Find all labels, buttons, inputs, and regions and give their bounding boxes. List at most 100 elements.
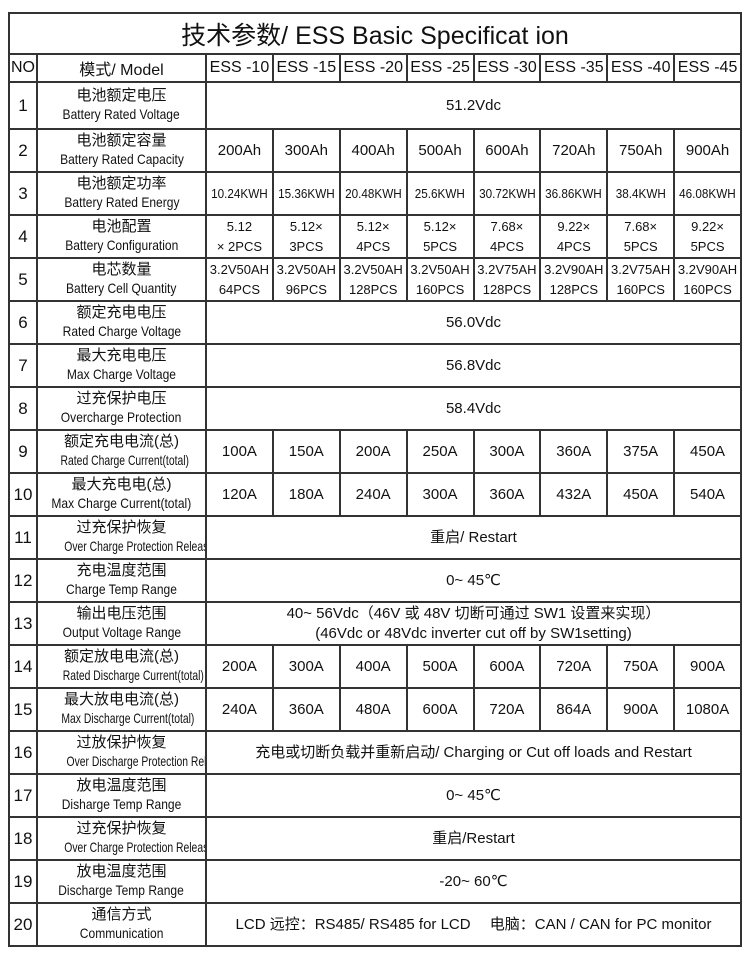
row-number: 1 <box>8 81 38 130</box>
label-chinese: 最大充电电(总) <box>71 476 172 493</box>
row-label: 通信方式 Communication <box>36 902 207 947</box>
cell-ess-35: 360A <box>539 429 609 474</box>
cell-value: 240A <box>355 485 391 503</box>
cell-ess-20: 5.12× 4PCS <box>338 214 408 259</box>
cell-ess-45: 3.2V90AH 160PCS <box>673 257 742 302</box>
cell-ess-30: 360A <box>472 472 542 517</box>
cell-ess-15: 300Ah <box>271 128 341 173</box>
cell-ess-10: 10.24KWH <box>205 171 274 216</box>
row-number: 8 <box>8 386 38 431</box>
spec-table: 技术参数/ ESS Basic Specificat ion NO 模式/ Mo… <box>8 12 742 947</box>
cell-value: 360A <box>489 485 525 503</box>
spanning-value: 51.2Vdc <box>205 81 742 130</box>
label-english: Disharge Temp Range <box>61 796 182 812</box>
cell-ess-20: 20.48KWH <box>338 171 408 216</box>
cell-value: 200Ah <box>217 141 262 159</box>
cell-ess-15: 180A <box>271 472 341 517</box>
cell-value: 375A <box>623 442 659 460</box>
cell-ess-30: 3.2V75AH 128PCS <box>472 257 542 302</box>
cell-ess-10: 120A <box>205 472 274 517</box>
row-label: 额定充电电压 Rated Charge Voltage <box>36 300 207 345</box>
cell-ess-45: 540A <box>673 472 742 517</box>
cell-value: 250A <box>422 442 458 460</box>
label-chinese: 额定充电电流(总) <box>64 433 179 450</box>
cell-value: 100A <box>221 442 257 460</box>
cell-value: 46.08KWH <box>679 185 736 201</box>
cell-value: 1080A <box>685 700 730 718</box>
row-number: 19 <box>8 859 38 904</box>
row-number: 5 <box>8 257 38 302</box>
spanning-value: 0~ 45℃ <box>205 558 742 603</box>
cell-value: 10.24KWH <box>211 185 268 201</box>
row-label: 输出电压范围 Output Voltage Range <box>36 601 207 646</box>
cell-value: 150A <box>288 442 324 460</box>
cell-ess-35: 36.86KWH <box>539 171 609 216</box>
header-model-4: ESS -25 <box>405 53 475 83</box>
cell-value: 450A <box>623 485 659 503</box>
cell-ess-30: 600Ah <box>472 128 542 173</box>
cell-value: 400A <box>355 657 391 675</box>
table-row: 18 过充保护恢复 Over Charge Protection Release 重启… <box>8 816 742 861</box>
label-english: Battery Configuration <box>64 237 179 253</box>
label-chinese: 电池额定容量 <box>76 132 167 149</box>
label-english: Rated Charge Voltage <box>62 323 181 339</box>
label-english: Over Discharge Protection Release <box>66 753 206 769</box>
cell-value: 300A <box>422 485 458 503</box>
row-number: 17 <box>8 773 38 818</box>
cell-ess-10: 200A <box>205 644 274 689</box>
cell-ess-45: 900Ah <box>673 128 742 173</box>
cell-value: 3.2V50AH 64PCS <box>209 261 270 297</box>
cell-ess-35: 720Ah <box>539 128 609 173</box>
cell-value: 900A <box>623 700 659 718</box>
cell-value: 300A <box>489 442 525 460</box>
row-number: 12 <box>8 558 38 603</box>
cell-value: 240A <box>221 700 257 718</box>
cell-ess-15: 5.12× 3PCS <box>271 214 341 259</box>
cell-value: 500A <box>422 657 458 675</box>
label-english: Max Charge Current(total) <box>51 495 192 511</box>
cell-value: 500Ah <box>418 141 462 159</box>
cell-value: 900A <box>690 657 726 675</box>
cell-value: 180A <box>288 485 324 503</box>
header-model-3: ESS -20 <box>338 53 408 83</box>
cell-ess-15: 15.36KWH <box>271 171 341 216</box>
cell-ess-30: 720A <box>472 687 542 732</box>
cell-ess-15: 300A <box>271 644 341 689</box>
row-label: 过充保护电压 Overcharge Protection <box>36 386 207 431</box>
row-number: 6 <box>8 300 38 345</box>
row-label: 电池额定功率 Battery Rated Energy <box>36 171 207 216</box>
label-chinese: 最大放电电流(总) <box>64 691 179 708</box>
cell-ess-15: 3.2V50AH 96PCS <box>271 257 341 302</box>
cell-ess-25: 250A <box>405 429 475 474</box>
cell-ess-20: 200A <box>338 429 408 474</box>
row-label: 过充保护恢复 Over Charge Protection Release <box>36 816 207 861</box>
spanning-value: -20~ 60℃ <box>205 859 742 904</box>
table-row: 5 电芯数量 Battery Cell Quantity 3.2V50AH 64PCS… <box>8 257 742 302</box>
cell-ess-45: 1080A <box>673 687 742 732</box>
header-model-5: ESS -30 <box>472 53 542 83</box>
label-english: Rated Charge Current(total) <box>60 452 189 468</box>
row-number: 7 <box>8 343 38 388</box>
cell-ess-25: 500Ah <box>405 128 475 173</box>
cell-value: 3.2V90AH 160PCS <box>677 261 738 297</box>
cell-value: 9.22× 4PCS <box>556 218 591 254</box>
cell-ess-40: 450A <box>606 472 676 517</box>
table-row: 9 额定充电电流(总) Rated Charge Current(total) 100… <box>8 429 742 474</box>
spanning-value: 0~ 45℃ <box>205 773 742 818</box>
cell-ess-45: 450A <box>673 429 742 474</box>
label-english: Communication <box>79 925 164 941</box>
cell-value: 720A <box>489 700 525 718</box>
cell-ess-25: 600A <box>405 687 475 732</box>
row-label: 额定充电电流(总) Rated Charge Current(total) <box>36 429 207 474</box>
label-chinese: 过充保护恢复 <box>76 519 167 536</box>
cell-ess-45: 9.22× 5PCS <box>673 214 742 259</box>
cell-ess-20: 3.2V50AH 128PCS <box>338 257 408 302</box>
label-english: Battery Rated Energy <box>63 194 180 210</box>
label-chinese: 电池额定电压 <box>76 87 167 104</box>
row-label: 最大放电电流(总) Max Discharge Current(total) <box>36 687 207 732</box>
spanning-value: LCD 远控：RS485/ RS485 for LCD 电脑：CAN / CAN… <box>205 902 742 947</box>
cell-ess-10: 5.12 × 2PCS <box>205 214 274 259</box>
cell-value: 480A <box>355 700 391 718</box>
cell-value: 5.12 × 2PCS <box>216 218 263 254</box>
cell-value: 300Ah <box>284 141 328 159</box>
